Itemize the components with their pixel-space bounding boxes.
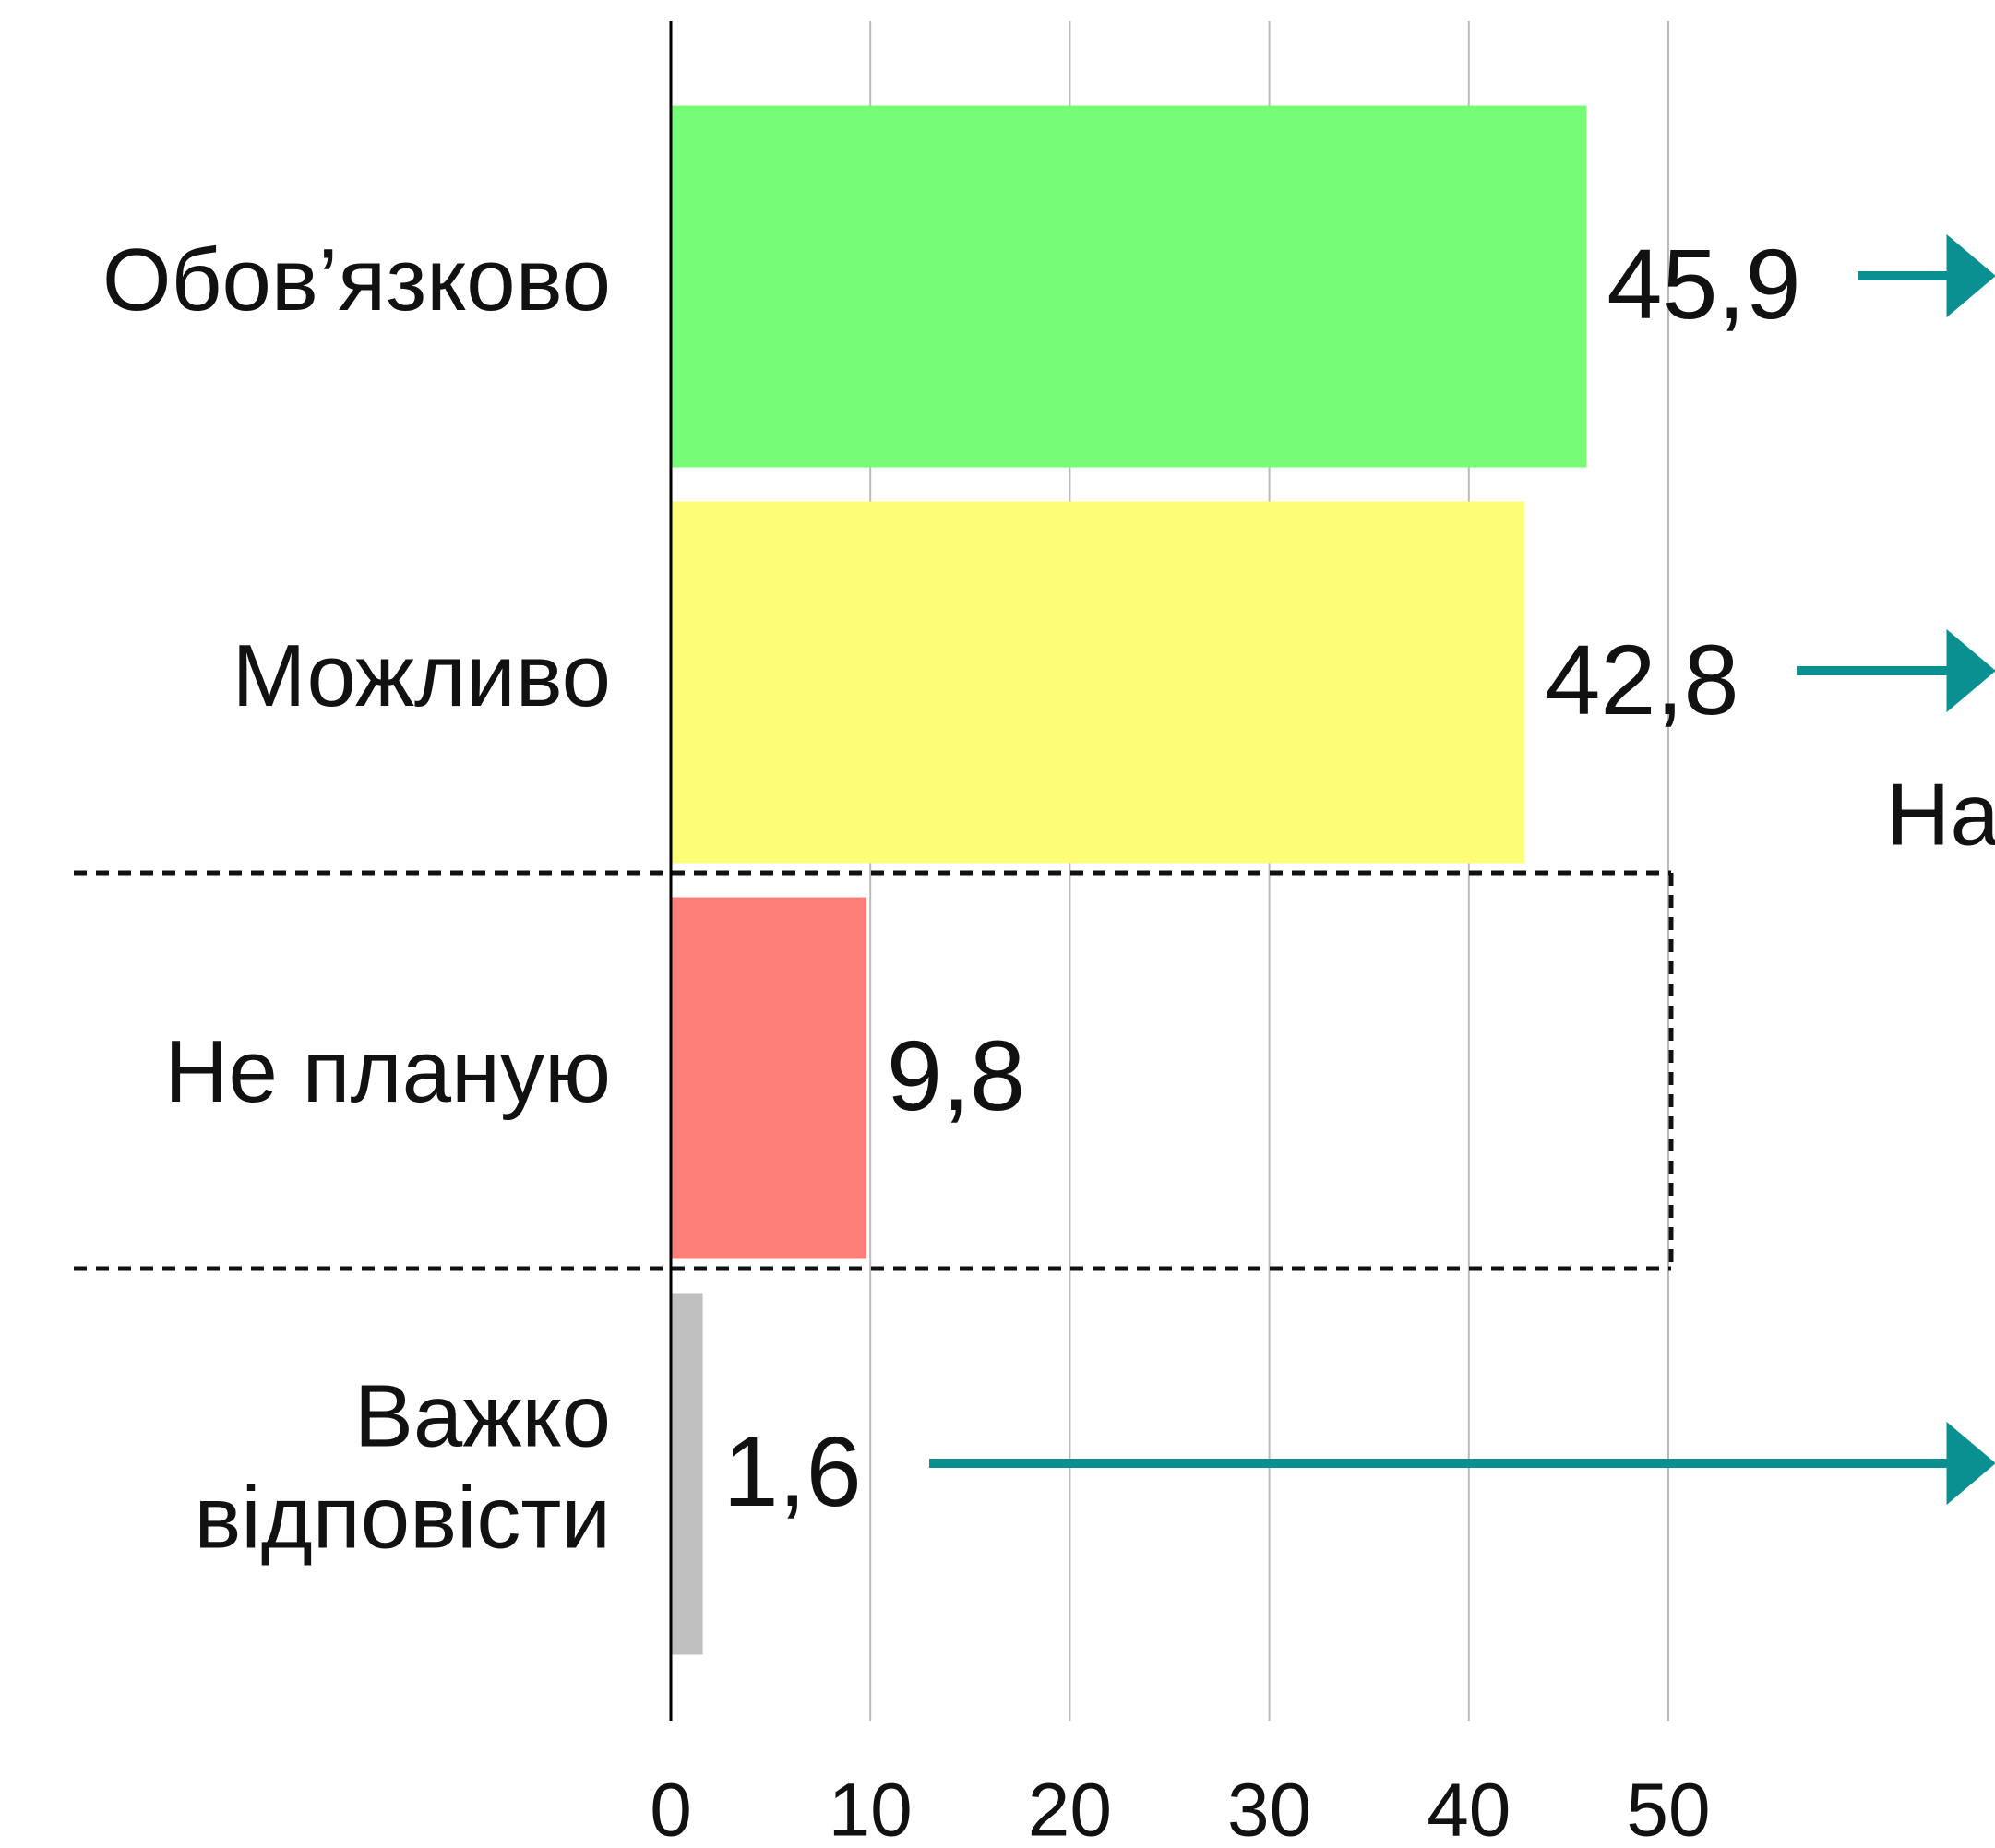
x-tick-label: 20 <box>1028 1769 1112 1848</box>
bar <box>671 501 1525 864</box>
category-label: Обов’язково <box>102 231 611 329</box>
bar <box>671 897 866 1259</box>
value-label: 45,9 <box>1607 228 1800 340</box>
annotation: На <box>1886 765 1995 864</box>
arrow-head <box>1946 1421 1995 1506</box>
dashed-box <box>74 870 1674 1271</box>
x-tick-label: 0 <box>650 1769 692 1848</box>
value-label: 42,8 <box>1545 624 1738 735</box>
category-label: Можливо <box>232 626 611 725</box>
value-label: 1,6 <box>723 1415 862 1527</box>
bar <box>671 105 1587 468</box>
arrow-head <box>1946 233 1995 318</box>
category-label: Важко відповісти <box>194 1367 611 1568</box>
category-label: Не планую <box>164 1022 611 1121</box>
arrow-head <box>1946 628 1995 713</box>
bar <box>671 1293 703 1655</box>
x-tick-label: 10 <box>829 1769 913 1848</box>
value-label: 9,8 <box>887 1019 1025 1131</box>
x-tick-label: 50 <box>1626 1769 1710 1848</box>
x-tick-label: 40 <box>1427 1769 1511 1848</box>
arrows <box>929 233 1995 1506</box>
x-tick-label: 30 <box>1227 1769 1311 1848</box>
